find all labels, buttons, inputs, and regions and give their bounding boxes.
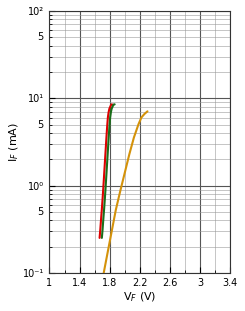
X-axis label: V$_F$ (V): V$_F$ (V) (123, 290, 157, 304)
Text: 5: 5 (38, 119, 44, 129)
Y-axis label: I$_F$ (mA): I$_F$ (mA) (7, 122, 21, 162)
Text: 5: 5 (38, 32, 44, 42)
Text: 5: 5 (38, 207, 44, 217)
